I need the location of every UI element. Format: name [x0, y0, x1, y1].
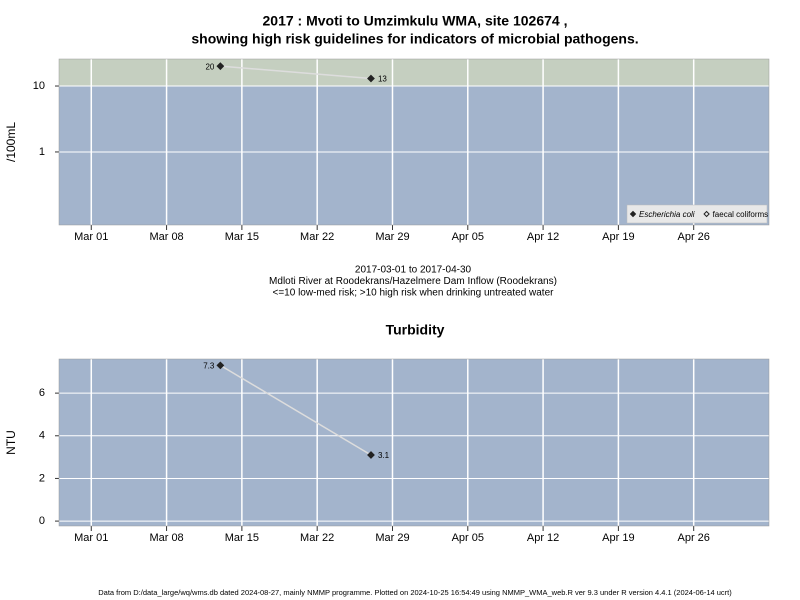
y-axis-label: /100mL — [4, 122, 18, 162]
x-tick-label: Mar 01 — [74, 231, 108, 243]
x-tick-label: Apr 26 — [677, 231, 709, 243]
y-tick-label: 6 — [39, 387, 45, 399]
x-tick-label: Mar 29 — [375, 231, 409, 243]
note: 2017-03-01 to 2017-04-30 — [355, 265, 472, 276]
data-point — [216, 62, 225, 71]
chart-title: showing high risk guidelines for indicat… — [191, 31, 638, 47]
y-tick-label: 4 — [39, 430, 45, 442]
plot-background — [59, 59, 769, 225]
data-point — [367, 74, 375, 83]
y-tick-label: 2 — [39, 472, 45, 484]
chart-title: 2017 : Mvoti to Umzimkulu WMA, site 1026… — [263, 13, 568, 29]
x-tick-label: Apr 12 — [527, 231, 559, 243]
data-label: 20 — [205, 62, 214, 71]
x-tick-label: Apr 19 — [602, 231, 634, 243]
x-tick-label: Mar 08 — [149, 532, 183, 544]
x-tick-label: Mar 15 — [225, 532, 259, 544]
legend-marker — [629, 210, 637, 218]
x-tick-label: Apr 19 — [602, 532, 634, 544]
legend-label: Escherichia coli — [639, 210, 695, 219]
chart-title: Turbidity — [386, 322, 445, 338]
series-line — [220, 65, 372, 80]
data-point — [367, 451, 375, 459]
legend-marker — [703, 210, 710, 218]
y-tick-label: 10 — [33, 80, 45, 92]
data-label: 13 — [378, 75, 387, 84]
x-tick-label: Apr 05 — [452, 231, 484, 243]
data-point — [216, 361, 225, 370]
plot-background — [59, 359, 769, 526]
x-tick-label: Apr 26 — [677, 532, 709, 544]
x-tick-label: Mar 29 — [375, 532, 409, 544]
data-label: 3.1 — [378, 451, 390, 460]
plot-frame — [58, 358, 770, 527]
data-label: 7.3 — [203, 362, 215, 371]
series-line — [219, 364, 372, 456]
legend-box — [626, 204, 768, 224]
y-axis-label: NTU — [4, 430, 18, 455]
plot-frame — [58, 58, 770, 226]
x-tick-label: Apr 12 — [527, 532, 559, 544]
legend-label: faecal coliforms — [713, 210, 769, 219]
x-tick-label: Mar 15 — [225, 231, 259, 243]
note: <=10 low-med risk; >10 high risk when dr… — [273, 288, 555, 299]
footer: Data from D:/data_large/wq/wms.db dated … — [98, 588, 732, 597]
x-tick-label: Mar 08 — [149, 231, 183, 243]
x-tick-label: Apr 05 — [452, 532, 484, 544]
x-tick-label: Mar 22 — [300, 231, 334, 243]
x-tick-label: Mar 22 — [300, 532, 334, 544]
high-risk-band — [59, 59, 769, 87]
y-tick-label: 1 — [39, 146, 45, 158]
x-tick-label: Mar 01 — [74, 532, 108, 544]
y-tick-label: 0 — [39, 515, 45, 527]
note: Mdloti River at Roodekrans/Hazelmere Dam… — [269, 276, 557, 287]
